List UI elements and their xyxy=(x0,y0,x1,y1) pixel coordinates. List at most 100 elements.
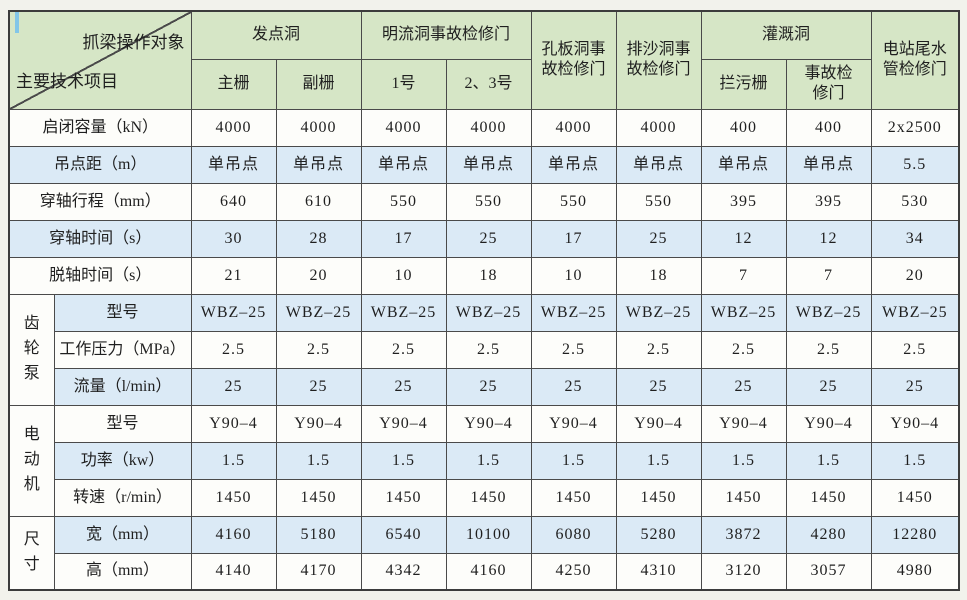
value-cell: 3120 xyxy=(700,552,787,591)
row-label: 流量（l/min） xyxy=(53,367,192,406)
row-label: 启闭容量（kN） xyxy=(8,108,192,147)
value-cell: 21 xyxy=(190,256,277,295)
table-row: 工作压力（MPa） 2.5 2.5 2.5 2.5 2.5 2.5 2.5 2.5 2.5 xyxy=(9,330,960,369)
value-cell: WBZ–25 xyxy=(700,293,787,332)
value-cell: 1.5 xyxy=(785,441,872,480)
row-label: 功率（kw） xyxy=(53,441,192,480)
text-cursor-mark xyxy=(15,12,19,33)
column-no2-3: 2、3号 xyxy=(445,58,532,110)
value-cell: 单吊点 xyxy=(190,145,277,184)
value-cell: 4140 xyxy=(190,552,277,591)
value-cell: 2.5 xyxy=(700,330,787,369)
value-cell: Y90–4 xyxy=(615,404,702,443)
row-label: 穿轴时间（s） xyxy=(8,219,192,258)
value-cell: 2.5 xyxy=(530,330,617,369)
value-cell: WBZ–25 xyxy=(785,293,872,332)
value-cell: 4280 xyxy=(785,515,872,554)
corner-label-columns: 抓梁操作对象 xyxy=(82,33,185,52)
value-cell: 25 xyxy=(530,367,617,406)
value-cell: 395 xyxy=(700,182,787,221)
value-cell: 17 xyxy=(360,219,447,258)
value-cell: 610 xyxy=(275,182,362,221)
value-cell: 4250 xyxy=(530,552,617,591)
value-cell: 25 xyxy=(615,367,702,406)
value-cell: 34 xyxy=(870,219,960,258)
value-cell: WBZ–25 xyxy=(870,293,960,332)
value-cell: 1.5 xyxy=(870,441,960,480)
value-cell: 4000 xyxy=(615,108,702,147)
value-cell: 1450 xyxy=(615,478,702,517)
value-cell: 550 xyxy=(360,182,447,221)
value-cell: 3057 xyxy=(785,552,872,591)
value-cell: 2.5 xyxy=(275,330,362,369)
value-cell: 10100 xyxy=(445,515,532,554)
value-cell: 6540 xyxy=(360,515,447,554)
value-cell: 1450 xyxy=(700,478,787,517)
value-cell: Y90–4 xyxy=(530,404,617,443)
value-cell: 单吊点 xyxy=(785,145,872,184)
value-cell: 2.5 xyxy=(445,330,532,369)
value-cell: 4000 xyxy=(360,108,447,147)
value-cell: 单吊点 xyxy=(360,145,447,184)
table-row: 高（mm） 4140 4170 4342 4160 4250 4310 3120 3057 498… xyxy=(9,552,960,591)
row-label: 穿轴行程（mm） xyxy=(8,182,192,221)
value-cell: 25 xyxy=(275,367,362,406)
value-cell: 单吊点 xyxy=(445,145,532,184)
value-cell: 1.5 xyxy=(615,441,702,480)
value-cell: 640 xyxy=(190,182,277,221)
value-cell: 20 xyxy=(870,256,960,295)
value-cell: 25 xyxy=(360,367,447,406)
column-lanwushan: 拦污栅 xyxy=(700,58,787,110)
value-cell: 30 xyxy=(190,219,277,258)
value-cell: 12 xyxy=(785,219,872,258)
value-cell: 5280 xyxy=(615,515,702,554)
value-cell: 25 xyxy=(785,367,872,406)
table-row: 转速（r/min） 1450 1450 1450 1450 1450 1450 1450 145… xyxy=(9,478,960,517)
value-cell: 2x2500 xyxy=(870,108,960,147)
value-cell: Y90–4 xyxy=(870,404,960,443)
value-cell: 单吊点 xyxy=(275,145,362,184)
value-cell: 4310 xyxy=(615,552,702,591)
value-cell: 25 xyxy=(700,367,787,406)
value-cell: 2.5 xyxy=(190,330,277,369)
column-shigu-jianxiumen: 事故检 修门 xyxy=(785,58,872,110)
table-row: 脱轴时间（s） 21 20 10 18 10 18 7 7 20 xyxy=(8,256,960,295)
column-group-fadiandong: 发点洞 xyxy=(190,10,362,60)
table-row: 穿轴行程（mm） 640 610 550 550 550 550 395 395 530 xyxy=(8,182,960,221)
spec-table-container: 抓梁操作对象 主要技术项目 发点洞 明流洞事故检修门 孔板洞事 故检修门 排沙洞… xyxy=(8,10,961,591)
row-label: 转速（r/min） xyxy=(53,478,192,517)
value-cell: WBZ–25 xyxy=(275,293,362,332)
value-cell: WBZ–25 xyxy=(530,293,617,332)
value-cell: Y90–4 xyxy=(785,404,872,443)
value-cell: 6080 xyxy=(530,515,617,554)
value-cell: Y90–4 xyxy=(190,404,277,443)
column-dianzhan-weishuiguan: 电站尾水 管检修门 xyxy=(870,10,960,110)
corner-label-rows: 主要技术项目 xyxy=(16,72,118,92)
value-cell: 4170 xyxy=(275,552,362,591)
value-cell: 28 xyxy=(275,219,362,258)
column-group-mingliudong: 明流洞事故检修门 xyxy=(360,10,532,60)
value-cell: 1.5 xyxy=(275,441,362,480)
value-cell: 2.5 xyxy=(615,330,702,369)
value-cell: WBZ–25 xyxy=(190,293,277,332)
column-paishadong: 排沙洞事 故检修门 xyxy=(615,10,702,110)
value-cell: 12280 xyxy=(870,515,960,554)
corner-header-cell: 抓梁操作对象 主要技术项目 xyxy=(8,10,192,110)
value-cell: 1450 xyxy=(445,478,532,517)
value-cell: 400 xyxy=(700,108,787,147)
column-kongbandong: 孔板洞事 故检修门 xyxy=(530,10,617,110)
column-no1: 1号 xyxy=(360,58,447,110)
value-cell: 25 xyxy=(445,219,532,258)
value-cell: 25 xyxy=(870,367,960,406)
row-label: 吊点距（m） xyxy=(8,145,192,184)
spec-table-body: 启闭容量（kN） 4000 4000 4000 4000 4000 4000 400 400 2x… xyxy=(8,108,960,591)
value-cell: 18 xyxy=(445,256,532,295)
value-cell: 1.5 xyxy=(360,441,447,480)
value-cell: 17 xyxy=(530,219,617,258)
row-label: 高（mm） xyxy=(53,552,192,591)
value-cell: Y90–4 xyxy=(360,404,447,443)
table-row: 吊点距（m） 单吊点 单吊点 单吊点 单吊点 单吊点 单吊点 单吊点 单吊点 5.5 xyxy=(8,145,960,184)
table-row: 穿轴时间（s） 30 28 17 25 17 25 12 12 34 xyxy=(8,219,960,258)
value-cell: Y90–4 xyxy=(275,404,362,443)
value-cell: 1450 xyxy=(870,478,960,517)
